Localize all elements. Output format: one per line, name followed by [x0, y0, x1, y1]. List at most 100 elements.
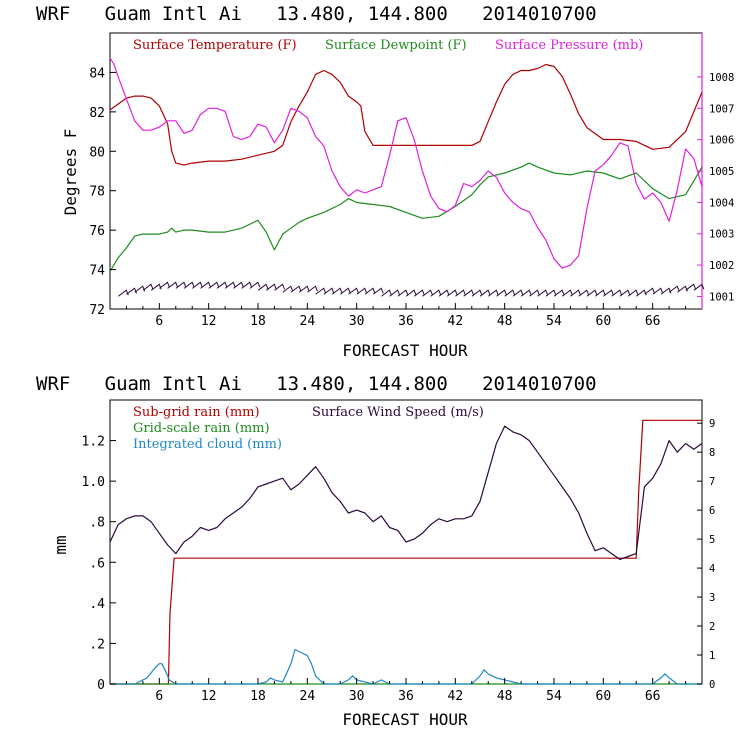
wind-barb [290, 285, 302, 293]
wind-barb [356, 287, 368, 295]
bottom-y2tick-label: 0 [709, 679, 715, 691]
surface-temperature-line [109, 63, 703, 166]
bottom-ytick-label: 1.0 [82, 475, 105, 490]
bottom-xtick-label: 24 [300, 689, 316, 704]
wind-barb [570, 289, 582, 297]
bottom-axis-ticks: 6 12 18 24 30 36 42 48 54 60 660.2.4.6.81.01.20123… [82, 418, 716, 704]
wind-barb [266, 283, 277, 291]
top-y2tick-label: 1005 [709, 166, 734, 178]
top-y2tick-label: 1007 [709, 103, 734, 115]
wind-barb [455, 289, 466, 297]
top-y2tick-label: 1008 [709, 72, 734, 84]
wind-barb [298, 285, 310, 293]
top-xtick-label: 18 [250, 314, 266, 329]
bottom-xtick-label: 6 [155, 689, 163, 704]
wind-barb [397, 289, 409, 297]
wind-barb [364, 287, 376, 295]
wind-barb [233, 281, 244, 289]
wind-barb [118, 289, 129, 297]
wind-barb [216, 281, 228, 289]
wind-barb [693, 283, 705, 291]
bottom-xtick-label: 54 [546, 689, 562, 704]
bottom-y2tick-label: 7 [709, 476, 715, 488]
wind-barb [331, 287, 343, 295]
top-ytick-label: 80 [89, 145, 105, 160]
wind-barb [274, 283, 286, 291]
wind-barb [594, 289, 606, 297]
top-ytick-label: 76 [89, 224, 105, 239]
wind-barb [249, 281, 261, 289]
wind-barb [200, 281, 212, 289]
wind-barb [323, 287, 335, 295]
legend-surface-wind-speed: Surface Wind Speed (m/s) [312, 405, 484, 420]
top-axis-ticks: 6 12 18 24 30 36 42 48 54 60 66 72 74 76 78 80 82 84 1001 1… [89, 66, 734, 329]
wind-barb [496, 289, 508, 297]
top-plot-frame [109, 32, 703, 310]
bottom-x-axis-label: FORECAST HOUR [342, 710, 468, 729]
bottom-ytick-label: .4 [89, 597, 105, 612]
wind-barb [529, 289, 540, 297]
wind-barb [578, 289, 590, 297]
wind-barb [562, 289, 573, 297]
wind-barb [512, 289, 524, 297]
bottom-ytick-label: 1.2 [82, 435, 105, 450]
top-y-axis-label: Degrees F [61, 129, 80, 216]
wind-barb [134, 285, 146, 293]
wind-barb [603, 289, 614, 297]
wind-barb [372, 287, 384, 295]
legend-surface-dewpoint: Surface Dewpoint (F) [325, 38, 467, 53]
bottom-xtick-label: 48 [497, 689, 513, 704]
wind-barb [471, 289, 483, 297]
wind-barb [627, 289, 639, 297]
top-chart-title: WRF Guam Intl Ai 13.480, 144.800 2014010… [36, 3, 597, 25]
wind-barb [348, 287, 360, 295]
bottom-xtick-label: 12 [201, 689, 217, 704]
wind-barb [414, 289, 425, 297]
wind-barb [405, 289, 417, 297]
wind-barb [520, 289, 532, 297]
wind-barb [389, 289, 401, 297]
bottom-ytick-label: 0 [97, 678, 105, 693]
wind-barb [340, 287, 351, 295]
wind-barb [175, 281, 187, 289]
wind-barb [142, 283, 154, 291]
top-xtick-label: 24 [300, 314, 316, 329]
top-y2tick-label: 1006 [709, 135, 734, 147]
wind-barb [479, 289, 491, 297]
wind-barb [422, 289, 434, 297]
wind-barb [488, 289, 499, 297]
bottom-xtick-label: 66 [645, 689, 661, 704]
bottom-y2tick-label: 2 [709, 621, 715, 633]
wind-barb [315, 287, 327, 295]
surface-wind-speed-line [109, 425, 703, 560]
wind-barb [652, 287, 664, 295]
top-x-axis-label: FORECAST HOUR [342, 341, 468, 360]
top-y2tick-label: 1001 [709, 291, 734, 303]
top-ytick-label: 78 [89, 185, 105, 200]
bottom-ytick-label: .8 [89, 516, 105, 531]
wind-barb [553, 289, 565, 297]
wind-barb [463, 289, 475, 297]
surface-pressure-line [109, 57, 703, 269]
bottom-xtick-label: 30 [349, 689, 365, 704]
sub-grid-rain-line [110, 419, 702, 685]
legend-integrated-cloud: Integrated cloud (mm) [133, 437, 282, 452]
surface-dewpoint-line [109, 162, 703, 272]
wind-barb [537, 289, 549, 297]
top-xtick-label: 48 [497, 314, 513, 329]
wind-barb [381, 289, 392, 297]
top-ytick-label: 72 [89, 303, 105, 318]
wind-barb [208, 281, 220, 289]
legend-surface-pressure: Surface Pressure (mb) [495, 38, 643, 53]
bottom-series-group [109, 419, 703, 685]
bottom-y2tick-label: 1 [709, 650, 715, 662]
top-xtick-label: 12 [201, 314, 217, 329]
wind-barb [611, 289, 623, 297]
top-xtick-label: 30 [349, 314, 365, 329]
wind-barb [438, 289, 450, 297]
wind-barb [126, 287, 138, 295]
wind-barb [257, 283, 269, 291]
bottom-y-axis-label: mm [51, 535, 70, 554]
bottom-xtick-label: 18 [250, 689, 266, 704]
wind-barb [586, 289, 598, 297]
